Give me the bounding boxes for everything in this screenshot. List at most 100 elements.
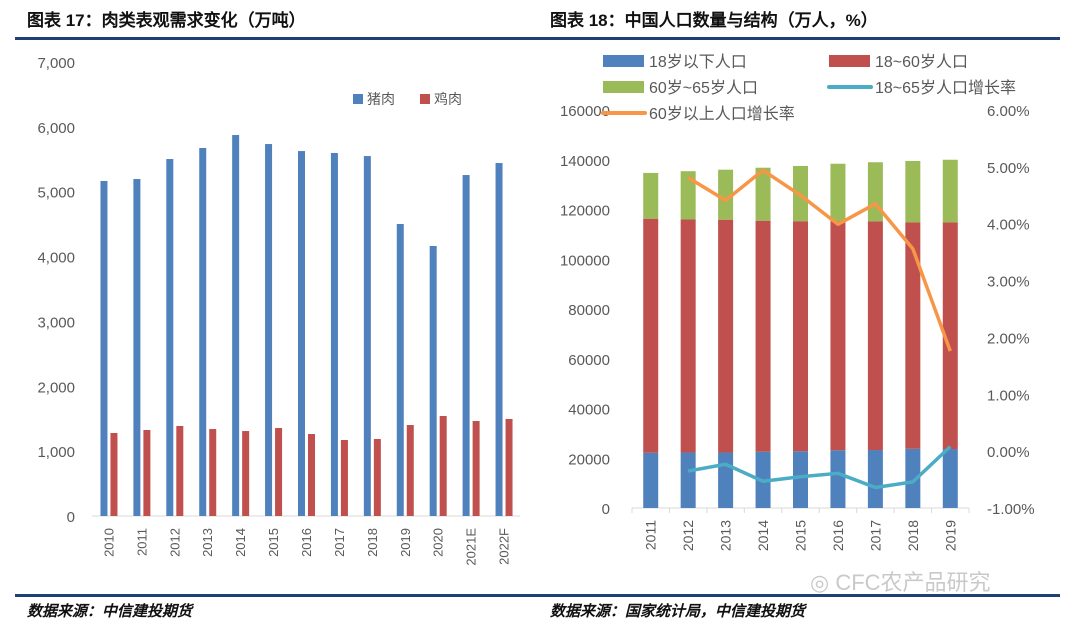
x-tick-label: 2014 [233, 528, 248, 557]
bar-chicken [308, 434, 315, 516]
stacked-bar-segment-2 [905, 160, 921, 223]
x-tick-label: 2015 [266, 528, 281, 557]
bar-chicken [406, 425, 414, 516]
x-tick-label: 2015 [793, 520, 809, 551]
y2-tick-label: 3.00% [987, 274, 1030, 291]
stacked-bar-segment-2 [830, 163, 846, 222]
stacked-bar-segment-0 [867, 450, 883, 508]
x-tick-label: 2016 [830, 520, 846, 551]
bar-pork [495, 163, 503, 516]
watermark-text: CFC农产品研究 [835, 570, 991, 595]
left-footer-rule [15, 594, 540, 597]
y-tick-label: 80000 [568, 302, 610, 319]
legend-label: 18~65岁人口增长率 [875, 79, 1016, 97]
y-tick-label: 120000 [560, 203, 610, 220]
bar-chicken [472, 420, 480, 516]
stacked-bar-segment-1 [755, 220, 771, 452]
left-title-rule [15, 37, 540, 40]
y2-tick-label: 0.00% [987, 444, 1030, 461]
bar-pork [166, 159, 174, 516]
legend-label: 60岁~65岁人口 [649, 79, 758, 97]
stacked-bar-segment-0 [942, 449, 958, 508]
x-tick-label: 2014 [755, 520, 771, 551]
stacked-bar-segment-1 [830, 221, 846, 451]
legend-swatch [353, 94, 363, 104]
stacked-bar-segment-1 [643, 218, 659, 453]
legend-swatch [603, 55, 644, 67]
left-source: 数据来源：中信建投期货 [27, 603, 193, 620]
y2-tick-label: 2.00% [987, 330, 1030, 347]
legend-label: 60岁以上人口增长率 [649, 105, 795, 123]
y-tick-label: 4,000 [37, 250, 75, 267]
bar-pork [100, 181, 108, 516]
legend-label: 18岁以下人口 [649, 53, 747, 71]
stacked-bar-segment-1 [942, 222, 958, 450]
x-tick-label: 2018 [365, 528, 380, 557]
y-tick-label: 60000 [568, 352, 610, 369]
stacked-bar-segment-0 [905, 448, 921, 508]
stacked-bar-segment-2 [755, 167, 771, 221]
y-tick-label: 100000 [560, 252, 610, 269]
y-tick-label: 0 [67, 509, 75, 526]
legend-label: 鸡肉 [434, 91, 462, 107]
bar-pork [133, 179, 141, 516]
stacked-bar-segment-1 [793, 221, 808, 452]
y-tick-label: 2,000 [37, 379, 75, 396]
legend-label: 猪肉 [367, 91, 395, 107]
bar-chicken [209, 429, 217, 516]
right-source: 数据来源：国家统计局，中信建投期货 [550, 603, 806, 620]
x-tick-label: 2013 [718, 520, 734, 551]
y-tick-label: 1,000 [37, 444, 75, 461]
x-tick-label: 2013 [200, 528, 215, 557]
x-tick-label: 2012 [680, 520, 696, 551]
x-tick-label: 2011 [643, 520, 659, 550]
y-tick-label: 7,000 [37, 55, 75, 72]
x-tick-label: 2017 [332, 528, 347, 557]
wechat-icon: ◎ [810, 570, 830, 595]
bar-chicken [340, 439, 348, 516]
stacked-bar-segment-0 [718, 452, 734, 508]
x-tick-label: 2019 [398, 528, 413, 557]
bar-chicken [275, 427, 283, 516]
legend-swatch [420, 94, 430, 104]
x-tick-label: 2021E [464, 528, 479, 566]
y-tick-label: 5,000 [37, 185, 75, 202]
x-tick-label: 2019 [942, 520, 958, 551]
x-tick-label: 2010 [101, 528, 116, 557]
line-series-0 [687, 445, 952, 490]
right-chart-title: 图表 18：中国人口数量与结构（万人，%） [550, 11, 878, 30]
y-tick-label: 20000 [568, 451, 610, 468]
right-title-rule [540, 37, 1060, 40]
bar-chicken [143, 429, 151, 516]
stacked-bar-segment-2 [942, 159, 958, 223]
bar-pork [199, 148, 207, 517]
y2-tick-label: 5.00% [987, 160, 1030, 177]
bar-chicken [242, 431, 250, 516]
bar-chicken [110, 432, 118, 516]
x-tick-label: 2012 [167, 528, 182, 557]
y-tick-label: 40000 [568, 402, 610, 419]
legend-label: 18~60岁人口 [875, 53, 968, 71]
x-tick-label: 2018 [905, 520, 921, 551]
y2-tick-label: -1.00% [987, 501, 1035, 518]
stacked-bar-segment-0 [643, 452, 659, 508]
x-tick-label: 2016 [299, 528, 314, 557]
bar-chicken [373, 439, 381, 516]
y2-tick-label: 1.00% [987, 387, 1030, 404]
bar-pork [265, 144, 273, 516]
x-tick-label: 2020 [431, 528, 446, 557]
y-tick-label: 3,000 [37, 314, 75, 331]
bar-pork [232, 135, 240, 516]
bar-chicken [505, 418, 513, 516]
bar-pork [298, 151, 305, 516]
legend-swatch [829, 55, 870, 67]
bar-chicken [176, 425, 184, 516]
legend-swatch [603, 81, 644, 93]
y-tick-label: 0 [602, 501, 610, 518]
x-tick-label: 2017 [867, 520, 883, 551]
bar-pork [330, 152, 338, 516]
stacked-bar-segment-1 [718, 219, 734, 453]
bar-pork [462, 175, 470, 516]
bar-pork [363, 156, 371, 517]
